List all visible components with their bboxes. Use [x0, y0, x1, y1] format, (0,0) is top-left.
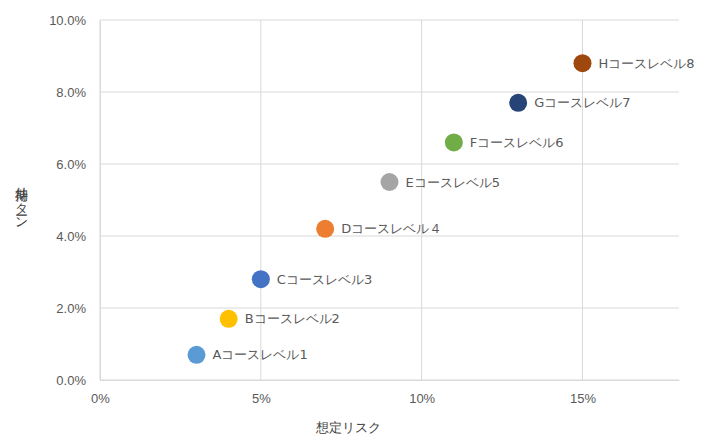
grid-line-x — [100, 20, 101, 380]
y-tick: 2.0% — [56, 301, 100, 316]
grid-line-x — [421, 20, 422, 380]
grid-line-y — [100, 308, 679, 309]
point-label: Cコースレベル3 — [277, 272, 372, 287]
point — [445, 133, 463, 151]
grid-line-y — [100, 380, 679, 381]
point — [509, 94, 527, 112]
grid — [100, 20, 679, 380]
point-label: Aコースレベル1 — [213, 347, 308, 362]
x-tick-label: 5% — [252, 391, 271, 406]
point — [188, 346, 206, 364]
grid-line-y — [100, 20, 679, 21]
y-axis-title: 期待リターン — [15, 178, 30, 227]
point — [252, 270, 270, 288]
x-tick-label: 0% — [91, 391, 110, 406]
point — [381, 173, 399, 191]
point-label: Eコースレベル5 — [406, 175, 501, 190]
chart: 0% 5% 10% 15% 0.0% 2.0% 4.0% 6.0% 8.0% 10.0% 想定リスク… — [0, 0, 726, 443]
y-tick-label: 6.0% — [56, 157, 86, 172]
x-axis-line — [101, 380, 680, 381]
y-tick: 10.0% — [49, 13, 100, 28]
y-tick-label: 8.0% — [56, 85, 86, 100]
y-axis-line — [100, 21, 101, 381]
point-label: Gコースレベル7 — [534, 95, 630, 110]
x-tick: 10% — [409, 380, 435, 406]
point-label: Fコースレベル6 — [470, 135, 564, 150]
y-tick-label: 4.0% — [56, 229, 86, 244]
y-tick-label: 0.0% — [56, 373, 86, 388]
x-tick-label: 15% — [570, 391, 596, 406]
y-tick: 6.0% — [56, 157, 100, 172]
y-tick-label: 10.0% — [49, 13, 86, 28]
point-labels: Aコースレベル1 Bコースレベル2 Cコースレベル3 Dコースレベル４ Eコースレベル5… — [213, 56, 695, 363]
x-axis: 0% 5% 10% 15% — [91, 380, 679, 406]
point — [220, 310, 238, 328]
x-tick: 15% — [570, 380, 596, 406]
point-label: Hコースレベル8 — [599, 56, 695, 71]
y-tick: 4.0% — [56, 229, 100, 244]
x-tick: 5% — [252, 380, 271, 406]
points — [188, 54, 592, 364]
grid-line-x — [582, 20, 583, 380]
y-tick: 8.0% — [56, 85, 100, 100]
x-axis-title: 想定リスク — [315, 420, 381, 435]
point — [574, 54, 592, 72]
grid-line-y — [100, 164, 679, 165]
point-label: Dコースレベル４ — [341, 221, 442, 236]
y-axis: 0.0% 2.0% 4.0% 6.0% 8.0% 10.0% — [49, 13, 100, 388]
y-tick: 0.0% — [56, 373, 100, 388]
grid-line-y — [100, 92, 679, 93]
point — [316, 220, 334, 238]
point-label: Bコースレベル2 — [245, 311, 340, 326]
x-tick-label: 10% — [409, 391, 435, 406]
y-tick-label: 2.0% — [56, 301, 86, 316]
x-tick: 0% — [91, 380, 110, 406]
